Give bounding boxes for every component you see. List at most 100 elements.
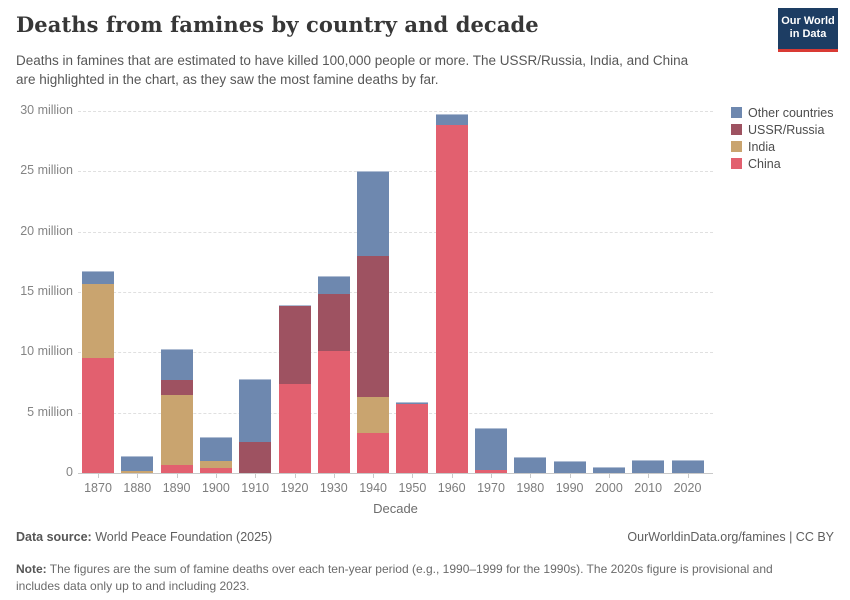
bar-segment-india-1870[interactable] <box>82 283 114 359</box>
x-axis-tick <box>687 473 689 478</box>
x-axis-tick <box>333 473 335 478</box>
x-axis-tick <box>373 473 375 478</box>
x-axis-tick-label: 1930 <box>319 481 348 495</box>
bar-segment-india-1900[interactable] <box>199 460 232 469</box>
bar-segment-other-countries-1990[interactable] <box>553 460 586 473</box>
x-axis-tick-label: 1940 <box>359 481 387 495</box>
bar-segment-other-countries-1960[interactable] <box>435 114 468 126</box>
bar-segment-china-1890[interactable] <box>160 464 193 473</box>
owid-logo[interactable]: Our World in Data <box>778 8 838 52</box>
bar-segment-other-countries-1890[interactable] <box>160 348 193 381</box>
x-axis-tick-label: 2010 <box>634 481 663 495</box>
x-axis-tick <box>648 473 650 478</box>
chart-note: Note: The figures are the sum of famine … <box>16 561 846 594</box>
legend-swatch <box>731 158 742 169</box>
bar-segment-other-countries-1910[interactable] <box>239 378 272 442</box>
data-source[interactable]: Data source: World Peace Foundation (202… <box>16 530 272 544</box>
legend-swatch <box>731 107 742 118</box>
bar-segment-china-1940[interactable] <box>357 433 390 473</box>
bar-segment-ussr-russia-1890[interactable] <box>160 380 193 395</box>
x-axis-tick-label: 1960 <box>437 481 466 495</box>
y-axis-tick-label: 15 million <box>20 283 73 298</box>
gridline-25 <box>78 171 713 173</box>
page-title: Deaths from famines by country and decad… <box>16 12 539 37</box>
bar-segment-china-1870[interactable] <box>82 358 114 473</box>
x-axis-tick <box>215 473 217 478</box>
x-axis-tick-label: 1880 <box>123 481 152 495</box>
bar-segment-other-countries-1970[interactable] <box>475 427 507 470</box>
y-axis-tick-label: 10 million <box>20 344 73 359</box>
chart-footer: Data source: World Peace Foundation (202… <box>16 530 834 594</box>
bar-segment-china-1970[interactable] <box>475 469 507 473</box>
bar-segment-other-countries-1870[interactable] <box>82 271 114 284</box>
note-label: Note: <box>16 562 47 576</box>
subtitle-line-1: Deaths in famines that are estimated to … <box>16 53 689 68</box>
legend-label: China <box>748 156 781 171</box>
bar-segment-other-countries-1950[interactable] <box>396 402 429 405</box>
bar-segment-other-countries-1940[interactable] <box>357 171 390 256</box>
x-axis-tick-label: 1870 <box>84 481 112 495</box>
x-axis-tick-label: 2020 <box>673 481 702 495</box>
x-axis-tick-label: 1950 <box>398 481 427 495</box>
y-axis-tick-label: 0 <box>66 465 73 479</box>
owid-logo-stripe <box>778 49 838 52</box>
x-axis-tick <box>294 473 296 478</box>
x-axis-tick <box>530 473 532 478</box>
legend-item-china[interactable]: China <box>731 155 833 172</box>
gridline-15 <box>78 291 713 293</box>
subtitle-line-2: are highlighted in the chart, as they sa… <box>16 72 439 87</box>
x-axis-tick-label: 2000 <box>594 481 623 495</box>
bar-segment-other-countries-1880[interactable] <box>121 456 154 471</box>
bar-segment-other-countries-1920[interactable] <box>278 305 311 307</box>
bar-segment-china-1960[interactable] <box>435 125 468 473</box>
bar-segment-india-1880[interactable] <box>121 470 154 473</box>
x-axis-tick <box>98 473 99 478</box>
gridline-0 <box>78 473 713 474</box>
x-axis-tick <box>451 473 453 478</box>
attribution: OurWorldinData.org/famines | CC BY <box>627 530 834 544</box>
attribution-separator: | <box>785 530 796 544</box>
bar-segment-other-countries-1930[interactable] <box>317 276 350 295</box>
legend-label: Other countries <box>748 105 834 120</box>
license-link[interactable]: CC BY <box>795 530 834 544</box>
y-axis-tick-label: 30 million <box>20 102 73 117</box>
data-source-label: Data source: <box>16 530 92 544</box>
x-axis-tick <box>569 473 571 478</box>
bar-segment-china-1930[interactable] <box>317 351 350 473</box>
legend-item-other-countries[interactable]: Other countries <box>731 104 833 121</box>
bar-segment-ussr-russia-1910[interactable] <box>239 441 272 473</box>
bar-segment-china-1920[interactable] <box>278 383 311 473</box>
y-axis-tick-label: 5 million <box>27 404 73 419</box>
bar-segment-other-countries-2000[interactable] <box>592 466 625 473</box>
bar-segment-other-countries-1900[interactable] <box>199 436 232 461</box>
bar-segment-ussr-russia-1930[interactable] <box>317 294 350 352</box>
bar-segment-other-countries-1980[interactable] <box>514 456 547 473</box>
x-axis-tick-label: 1980 <box>516 481 545 495</box>
x-axis-tick <box>608 473 610 478</box>
attribution-link[interactable]: OurWorldinData.org/famines <box>627 530 786 544</box>
bar-segment-ussr-russia-1920[interactable] <box>278 306 311 384</box>
owid-logo-line1: Our World <box>781 15 835 27</box>
x-axis-tick <box>412 473 414 478</box>
x-axis-title: Decade <box>373 501 418 516</box>
data-source-text: World Peace Foundation (2025) <box>91 530 273 544</box>
x-axis-tick-label: 1900 <box>201 481 230 495</box>
x-axis-tick-label: 1990 <box>555 481 584 495</box>
bar-segment-ussr-russia-1940[interactable] <box>357 255 390 397</box>
x-axis-tick-label: 1890 <box>162 481 191 495</box>
bar-segment-other-countries-2010[interactable] <box>632 459 665 473</box>
note-line-2: includes data only up to and including 2… <box>16 578 250 593</box>
note-line-1: The figures are the sum of famine deaths… <box>46 562 773 576</box>
gridline-10 <box>78 352 713 354</box>
legend-label: India <box>748 139 776 154</box>
legend-item-ussr-russia[interactable]: USSR/Russia <box>731 121 833 138</box>
x-axis-tick <box>255 473 257 478</box>
bar-segment-china-1900[interactable] <box>199 468 232 473</box>
bar-segment-india-1890[interactable] <box>160 394 193 465</box>
bar-segment-india-1940[interactable] <box>357 396 390 434</box>
bar-segment-other-countries-2020[interactable] <box>671 460 704 473</box>
legend-swatch <box>731 124 742 135</box>
legend-item-india[interactable]: India <box>731 138 833 155</box>
bar-segment-china-1950[interactable] <box>396 404 429 473</box>
